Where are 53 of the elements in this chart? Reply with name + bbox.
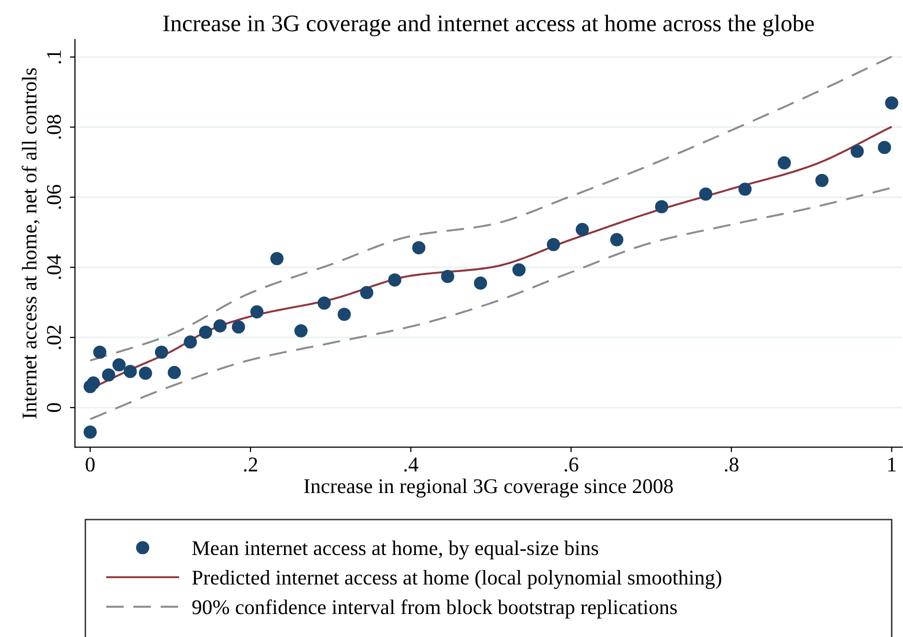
x-tick-label: .6: [564, 458, 578, 472]
y-axis-title: Internet access at home, net of all controls: [22, 68, 40, 418]
point: [655, 200, 668, 214]
point: [738, 182, 752, 196]
point: [699, 187, 712, 201]
point: [815, 174, 829, 188]
point: [878, 140, 892, 154]
point: [250, 305, 264, 318]
point: [850, 144, 864, 158]
point: [318, 296, 331, 310]
point: [112, 358, 126, 372]
legend-label: 90% confidence interval from block bootstrap replications: [192, 599, 677, 618]
point: [270, 252, 284, 266]
y-tick-label: .06: [46, 184, 62, 209]
point: [138, 366, 152, 380]
point: [184, 335, 197, 349]
chart-title: Increase in 3G coverage and internet access at home across the globe: [163, 14, 814, 36]
point: [512, 263, 526, 276]
point: [441, 270, 454, 284]
legend-label: Mean internet access at home, by equal-size bins: [192, 540, 598, 560]
y-tick-label: .1: [47, 50, 62, 64]
point: [388, 273, 402, 287]
point: [338, 308, 351, 321]
x-tick-label: .8: [724, 458, 738, 472]
point: [84, 426, 97, 439]
x-tick-label: .4: [404, 458, 418, 472]
point: [154, 346, 168, 359]
point: [102, 368, 116, 382]
point: [610, 233, 624, 246]
point: [294, 324, 308, 338]
point: [232, 320, 246, 334]
point: [412, 241, 426, 254]
y-tick-label: 0: [46, 403, 61, 412]
x-axis-title: Increase in regional 3G coverage since 2008: [304, 478, 673, 498]
x-tick-label: 0: [86, 458, 95, 472]
x-tick-label: .2: [244, 458, 258, 472]
y-tick-label: .02: [46, 326, 62, 350]
point: [213, 319, 227, 332]
point: [576, 222, 589, 236]
y-tick-label: .04: [46, 254, 62, 279]
point: [360, 286, 374, 300]
x-tick-label: 1: [888, 458, 896, 472]
point: [93, 346, 106, 359]
point: [546, 238, 560, 252]
point: [778, 156, 791, 170]
legend-label: Predicted internet access at home (local polynomial smoothing): [192, 570, 722, 589]
point: [885, 96, 898, 110]
point: [198, 326, 212, 339]
point: [474, 276, 488, 290]
point: [86, 376, 100, 390]
point: [124, 364, 137, 378]
y-tick-label: .08: [46, 114, 62, 139]
point: [168, 366, 181, 380]
